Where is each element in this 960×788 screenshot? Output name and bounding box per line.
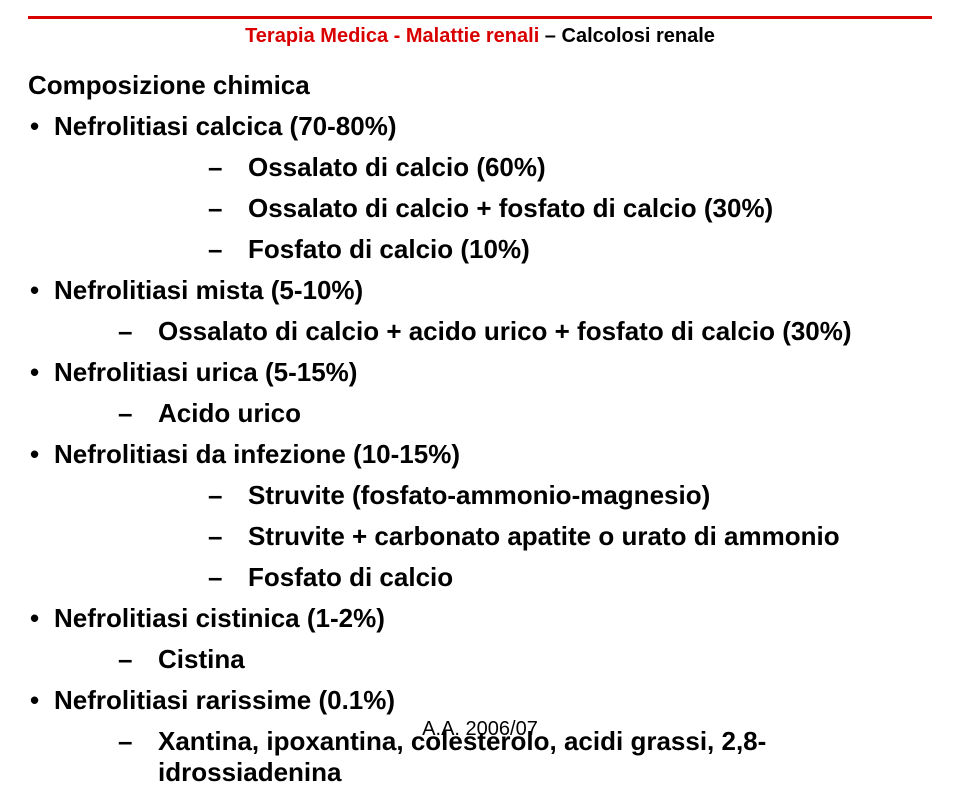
- sub-list-item-label: Struvite (fosfato-ammonio-magnesio): [248, 480, 710, 511]
- dash-icon: –: [208, 234, 248, 265]
- dash-icon: –: [118, 398, 158, 429]
- list-item-label: Nefrolitiasi urica (5-15%): [54, 357, 357, 388]
- sub-list-item: –Ossalato di calcio + fosfato di calcio …: [28, 193, 932, 224]
- dash-icon: –: [208, 193, 248, 224]
- sub-list-item-label: Fosfato di calcio: [248, 562, 453, 593]
- bullet-icon: •: [28, 685, 54, 716]
- sub-list-item-label: Ossalato di calcio (60%): [248, 152, 546, 183]
- bullet-icon: •: [28, 275, 54, 306]
- list-item: •Nefrolitiasi rarissime (0.1%): [28, 685, 932, 716]
- dash-icon: –: [208, 562, 248, 593]
- bullet-icon: •: [28, 439, 54, 470]
- sub-list-item-label: Ossalato di calcio + fosfato di calcio (…: [248, 193, 773, 224]
- sub-list-item: –Struvite + carbonato apatite o urato di…: [28, 521, 932, 552]
- header-title-part-1: Terapia Medica - Malattie renali: [245, 25, 539, 47]
- dash-icon: –: [118, 644, 158, 675]
- section-heading: Composizione chimica: [28, 70, 932, 101]
- sub-list-item: –Fosfato di calcio (10%): [28, 234, 932, 265]
- sub-list-item: –Struvite (fosfato-ammonio-magnesio): [28, 480, 932, 511]
- sub-list-item-label: Struvite + carbonato apatite o urato di …: [248, 521, 840, 552]
- list-item-label: Nefrolitiasi rarissime (0.1%): [54, 685, 395, 716]
- sub-list-item: –Ossalato di calcio (60%): [28, 152, 932, 183]
- list-item: •Nefrolitiasi urica (5-15%): [28, 357, 932, 388]
- list-item-label: Nefrolitiasi cistinica (1-2%): [54, 603, 385, 634]
- sub-list-item-label: Ossalato di calcio + acido urico + fosfa…: [158, 316, 852, 347]
- sub-list-item: –Fosfato di calcio: [28, 562, 932, 593]
- list-item-label: Nefrolitiasi calcica (70-80%): [54, 111, 397, 142]
- dash-icon: –: [208, 152, 248, 183]
- list-item: •Nefrolitiasi calcica (70-80%): [28, 111, 932, 142]
- sub-list-item: –Cistina: [28, 644, 932, 675]
- list-item-label: Nefrolitiasi mista (5-10%): [54, 275, 363, 306]
- bullet-icon: •: [28, 111, 54, 142]
- sub-list-item-label: Fosfato di calcio (10%): [248, 234, 530, 265]
- slide-header: Terapia Medica - Malattie renali – Calco…: [28, 19, 932, 56]
- bullet-icon: •: [28, 357, 54, 388]
- dash-icon: –: [118, 316, 158, 347]
- list-item: •Nefrolitiasi da infezione (10-15%): [28, 439, 932, 470]
- sub-list-item-label: Cistina: [158, 644, 245, 675]
- sub-list-item: –Ossalato di calcio + acido urico + fosf…: [28, 316, 932, 347]
- sub-list-item: –Acido urico: [28, 398, 932, 429]
- sub-list-item-label: Acido urico: [158, 398, 301, 429]
- footer-text: A.A. 2006/07: [0, 718, 960, 741]
- header-title-part-3: Calcolosi renale: [562, 25, 715, 47]
- bullet-icon: •: [28, 603, 54, 634]
- dash-icon: –: [208, 521, 248, 552]
- list-item-label: Nefrolitiasi da infezione (10-15%): [54, 439, 460, 470]
- header-title-part-2: –: [539, 25, 561, 47]
- outline-list: •Nefrolitiasi calcica (70-80%)–Ossalato …: [28, 111, 932, 788]
- dash-icon: –: [208, 480, 248, 511]
- list-item: •Nefrolitiasi mista (5-10%): [28, 275, 932, 306]
- list-item: •Nefrolitiasi cistinica (1-2%): [28, 603, 932, 634]
